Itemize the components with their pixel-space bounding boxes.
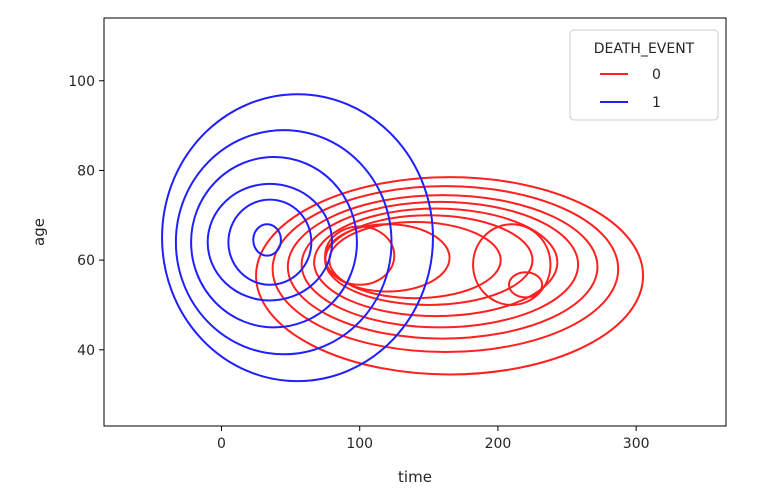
- legend: DEATH_EVENT 0 1: [569, 29, 719, 121]
- x-tick-label: 200: [485, 436, 512, 452]
- x-tick-label: 100: [346, 436, 373, 452]
- y-tick-label: 100: [68, 74, 95, 90]
- x-tick-label: 300: [623, 436, 650, 452]
- legend-box: [569, 29, 719, 121]
- contour-series-1-level-2: [190, 155, 358, 329]
- contour-series-0-level-9: [472, 223, 552, 306]
- contour-series-0-level-10: [507, 271, 544, 299]
- contour-layer: [161, 93, 645, 383]
- x-axis-label: time: [398, 468, 432, 486]
- y-axis-label: age: [30, 218, 48, 246]
- contour-series-0-level-0: [255, 176, 645, 376]
- contour-series-0-level-1: [271, 185, 620, 354]
- x-axis: 0 100 200 300: [217, 426, 650, 452]
- y-axis: 40 60 80 100: [68, 74, 104, 359]
- legend-label-0: 0: [652, 67, 661, 83]
- plot-frame: [103, 17, 727, 427]
- contour-series-1-level-4: [227, 198, 313, 286]
- legend-title: DEATH_EVENT: [594, 41, 695, 57]
- legend-label-1: 1: [652, 95, 661, 111]
- contour-series-1-level-1: [174, 129, 393, 356]
- y-tick-label: 40: [77, 343, 95, 359]
- y-tick-label: 80: [77, 163, 95, 179]
- x-tick-label: 0: [217, 436, 226, 452]
- contour-series-0-level-8: [324, 225, 396, 286]
- y-tick-label: 60: [77, 253, 95, 269]
- contour-series-0-level-3: [300, 200, 580, 329]
- contour-series-1-level-0: [161, 93, 434, 383]
- contour-series-0-level-2: [286, 194, 599, 340]
- contour-series-1-level-3: [206, 182, 334, 302]
- contour-series-1-level-5: [252, 223, 282, 257]
- contour-series-0-level-4: [313, 207, 559, 318]
